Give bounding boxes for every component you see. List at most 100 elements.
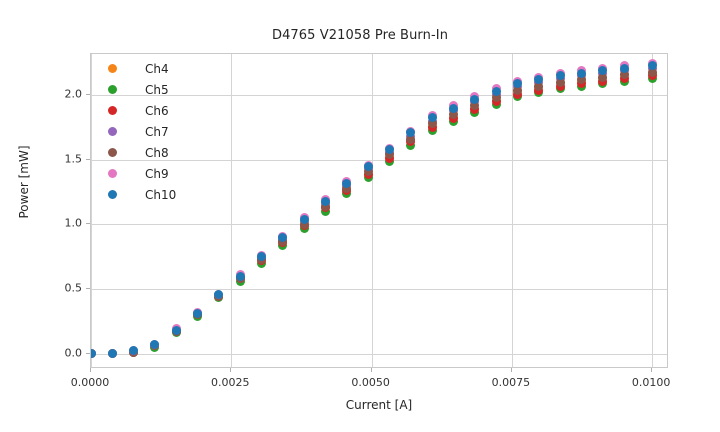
- data-point-ch8: [342, 183, 352, 193]
- x-tick-label: 0.0050: [351, 376, 390, 389]
- data-point-ch8: [491, 93, 501, 103]
- legend-marker-icon: [108, 169, 117, 178]
- legend-entry-ch7[interactable]: Ch7: [100, 121, 176, 142]
- x-tick-mark: [370, 368, 372, 372]
- x-axis-label: Current [A]: [345, 398, 413, 412]
- data-point-ch10: [449, 103, 458, 113]
- data-points-layer: [91, 54, 667, 367]
- y-tick-mark: [86, 287, 90, 289]
- y-axis-label: Power [mW]: [17, 145, 31, 219]
- data-point-ch8: [406, 134, 416, 144]
- data-point-ch10: [363, 161, 373, 171]
- data-point-ch8: [449, 110, 458, 120]
- gridline-horizontal: [91, 159, 667, 161]
- gridline-vertical: [231, 54, 233, 367]
- gridline-horizontal: [91, 95, 667, 97]
- data-point-ch8: [427, 119, 437, 129]
- legend-marker-icon: [108, 127, 117, 136]
- data-point-ch8: [363, 166, 373, 176]
- data-point-ch8: [321, 201, 331, 211]
- x-tick-label: 0.0025: [211, 376, 250, 389]
- data-point-ch10: [342, 178, 352, 188]
- data-point-ch10: [576, 68, 586, 78]
- legend-label: Ch9: [145, 166, 169, 181]
- data-point-ch10: [299, 214, 309, 224]
- x-tick-label: 0.0075: [491, 376, 531, 389]
- legend-marker-icon: [108, 148, 117, 157]
- legend-label: Ch6: [145, 103, 169, 118]
- y-tick-mark: [86, 223, 90, 225]
- data-point-ch10: [534, 75, 544, 85]
- data-point-ch10: [427, 112, 437, 122]
- data-point-ch8: [534, 81, 544, 91]
- y-tick-label: 0.0: [64, 346, 83, 359]
- data-point-ch10: [193, 308, 203, 318]
- data-point-ch8: [576, 75, 586, 85]
- chart-title: D4765 V21058 Pre Burn-In: [271, 28, 449, 43]
- y-tick-mark: [86, 158, 90, 160]
- data-point-ch10: [619, 63, 629, 73]
- data-point-ch10: [257, 252, 267, 262]
- x-tick-mark: [230, 368, 232, 372]
- gridline-horizontal: [91, 224, 667, 226]
- legend-entry-ch5[interactable]: Ch5: [100, 79, 176, 100]
- legend-label: Ch10: [145, 187, 177, 202]
- legend-label: Ch4: [145, 61, 169, 76]
- data-point-ch10: [171, 325, 181, 335]
- gridline-vertical: [511, 54, 513, 367]
- chart-legend: Ch4 Ch5 Ch6 Ch7 Ch8 Ch9 Ch10: [100, 58, 176, 205]
- legend-entry-ch8[interactable]: Ch8: [100, 142, 176, 163]
- x-tick-mark: [651, 368, 653, 372]
- data-point-ch10: [491, 86, 501, 96]
- y-tick-label: 2.0: [64, 87, 83, 101]
- x-tick-mark: [510, 368, 512, 372]
- data-point-ch10: [385, 145, 395, 155]
- data-point-ch10: [470, 94, 480, 104]
- x-tick-mark: [90, 368, 91, 372]
- x-tick-label: 0.0100: [631, 376, 671, 389]
- data-point-ch10: [150, 339, 160, 349]
- gridline-vertical: [652, 54, 654, 367]
- y-tick-mark: [86, 94, 90, 96]
- data-point-ch8: [385, 150, 395, 160]
- legend-label: Ch7: [145, 124, 169, 139]
- data-point-ch10: [107, 349, 117, 358]
- legend-marker-icon: [108, 190, 117, 199]
- data-point-ch10: [278, 232, 288, 242]
- data-point-ch8: [598, 72, 608, 82]
- data-point-ch10: [598, 66, 608, 76]
- legend-entry-ch6[interactable]: Ch6: [100, 100, 176, 121]
- legend-label: Ch8: [145, 145, 169, 160]
- y-tick-label: 1.0: [64, 216, 83, 230]
- legend-marker-icon: [108, 64, 117, 73]
- data-point-ch10: [321, 196, 331, 206]
- gridline-vertical: [371, 54, 373, 367]
- data-point-ch8: [299, 219, 309, 229]
- x-tick-label: 0.0000: [70, 376, 110, 389]
- data-point-ch10: [91, 349, 96, 358]
- data-point-ch10: [512, 79, 522, 89]
- data-point-ch8: [512, 85, 522, 95]
- gridline-vertical: [91, 54, 92, 367]
- y-tick-label: 1.5: [64, 152, 83, 166]
- legend-label: Ch5: [145, 82, 169, 97]
- data-point-ch10: [647, 61, 657, 71]
- legend-marker-icon: [108, 106, 117, 115]
- gridline-horizontal: [91, 353, 667, 355]
- data-point-ch10: [406, 128, 416, 138]
- data-point-ch8: [619, 70, 629, 80]
- data-point-ch10: [555, 71, 565, 81]
- gridline-horizontal: [91, 288, 667, 290]
- data-point-ch10: [129, 346, 139, 356]
- legend-entry-ch10[interactable]: Ch10: [100, 184, 176, 205]
- data-point-ch8: [555, 77, 565, 87]
- data-point-ch8: [470, 101, 480, 111]
- legend-marker-icon: [108, 85, 117, 94]
- y-tick-label: 0.5: [64, 281, 83, 295]
- legend-entry-ch4[interactable]: Ch4: [100, 58, 176, 79]
- y-tick-mark: [86, 352, 90, 354]
- legend-entry-ch9[interactable]: Ch9: [100, 163, 176, 184]
- data-point-ch8: [647, 67, 657, 77]
- data-point-ch10: [214, 289, 224, 299]
